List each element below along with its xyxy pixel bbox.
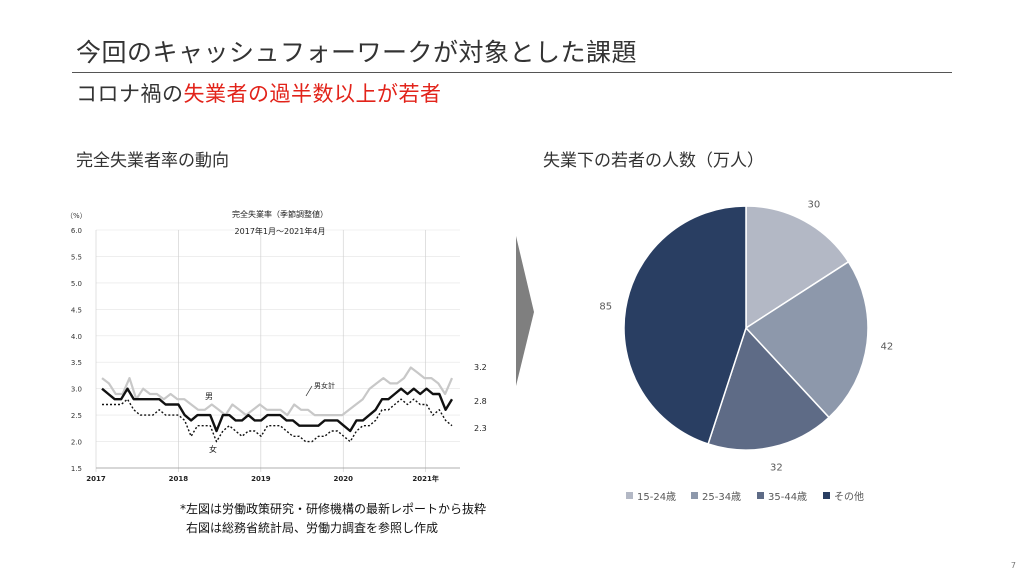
pie-chart-heading: 失業下の若者の人数（万人） [543,151,764,171]
pie-data-label: 30 [808,199,821,210]
annotation-total: 男女計 [314,381,335,390]
line-chart-heading: 完全失業者率の動向 [76,151,229,171]
y-tick-label: 3.5 [71,359,82,367]
series-line-total [101,387,454,433]
unemployment-rate-line-chart: 6.0 5.5 5.0 4.5 4.0 3.5 3.0 2.5 2.0 1.5 2017 2018 20… [66,209,487,483]
subtitle-highlight: 失業者の過半数以上が若者 [183,82,442,106]
series-line-female [102,398,453,443]
pie-data-label: 42 [881,342,894,353]
y-tick-label: 5.5 [71,253,82,261]
pie-slice-2 [744,260,869,419]
legend-label: 25-34歳 [702,491,741,503]
legend-label: 35-44歳 [768,491,807,503]
annotation-female: 女 [209,444,217,454]
note-line-1: *左図は労働政策研究・研修機構の最新レポートから抜粋 [180,502,487,516]
youth-unemployed-pie-chart: 30 42 32 85 15-24歳 25-34歳 35-44歳 その他 [599,199,894,503]
legend-label: その他 [834,490,864,503]
x-tick-label: 2017 [86,475,106,483]
legend-swatch [691,492,698,499]
x-tick-label: 2018 [169,475,189,483]
source-notes: *左図は労働政策研究・研修機構の最新レポートから抜粋 右図は総務省統計局、労働力… [180,500,486,538]
y-tick-label: 4.0 [71,333,82,341]
line-chart-subtitle: 2017年1月～2021年4月 [235,226,326,236]
pie-slice-3 [707,326,831,451]
series-line-male [101,366,454,417]
y-tick-label: 2.0 [71,439,82,447]
annotation-total-pointer [305,385,313,397]
line-chart-title: 完全失業率（季節調整値） [232,209,328,219]
pie-slice-4 [623,205,747,445]
end-label-female: 2.3 [474,424,487,433]
y-tick-label: 2.5 [71,412,82,420]
y-tick-label: 1.5 [71,465,82,473]
end-label-total: 2.8 [474,397,487,406]
end-label-male: 3.2 [474,363,487,372]
x-tick-label: 2021年 [412,474,438,483]
annotation-male: 男 [205,392,213,401]
y-tick-label: 4.5 [71,306,82,314]
pie-data-label: 32 [770,463,783,474]
x-tick-label: 2019 [251,475,271,483]
title-divider [72,72,952,73]
slide-subtitle: コロナ禍の失業者の過半数以上が若者 [76,78,442,108]
legend-swatch [823,492,830,499]
legend-label: 15-24歳 [637,491,676,503]
x-tick-label: 2020 [334,475,354,483]
line-chart-ylabel: （%） [66,212,87,220]
slide-title: 今回のキャッシュフォーワークが対象とした課題 [76,38,638,67]
note-line-2: 右図は総務省統計局、労働力調査を参照し作成 [186,521,439,535]
page-number: 7 [1010,561,1016,570]
y-tick-label: 5.0 [71,280,82,288]
pie-slice-1 [745,205,850,330]
legend-swatch [757,492,764,499]
pie-data-label: 85 [599,302,612,313]
y-tick-label: 6.0 [71,227,82,235]
y-tick-label: 3.0 [71,386,82,394]
legend-swatch [626,492,633,499]
right-arrow-icon [516,236,534,386]
subtitle-prefix: コロナ禍の [76,82,184,106]
